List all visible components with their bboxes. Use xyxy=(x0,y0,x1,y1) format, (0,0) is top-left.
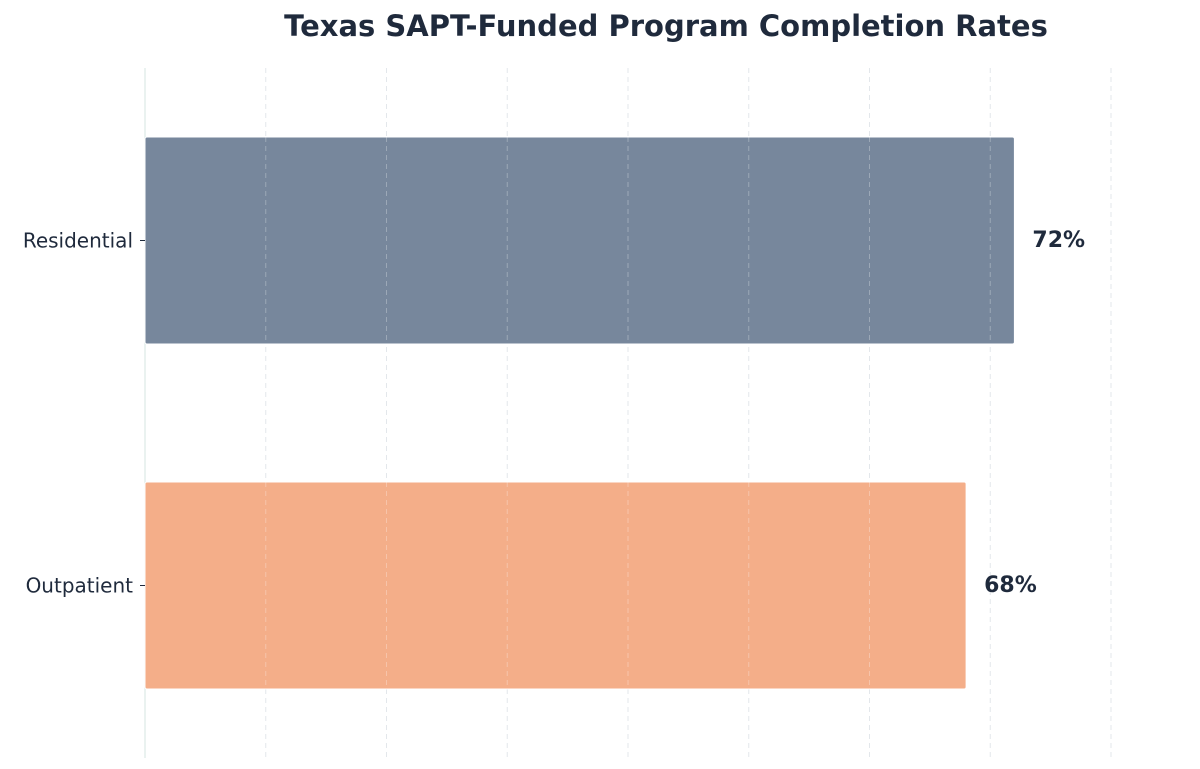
bar-outpatient xyxy=(144,481,967,690)
grid-lines xyxy=(144,68,1112,758)
y-tick-label: Residential xyxy=(23,229,133,253)
chart-title: Texas SAPT-Funded Program Completion Rat… xyxy=(284,9,1048,43)
bars xyxy=(144,136,1015,690)
bar-residential xyxy=(144,136,1015,345)
value-label: 72% xyxy=(1032,228,1085,253)
value-label: 68% xyxy=(984,573,1037,598)
labels: Residential 72% Outpatient 68% xyxy=(23,228,1085,598)
y-tick-label: Outpatient xyxy=(26,574,134,598)
